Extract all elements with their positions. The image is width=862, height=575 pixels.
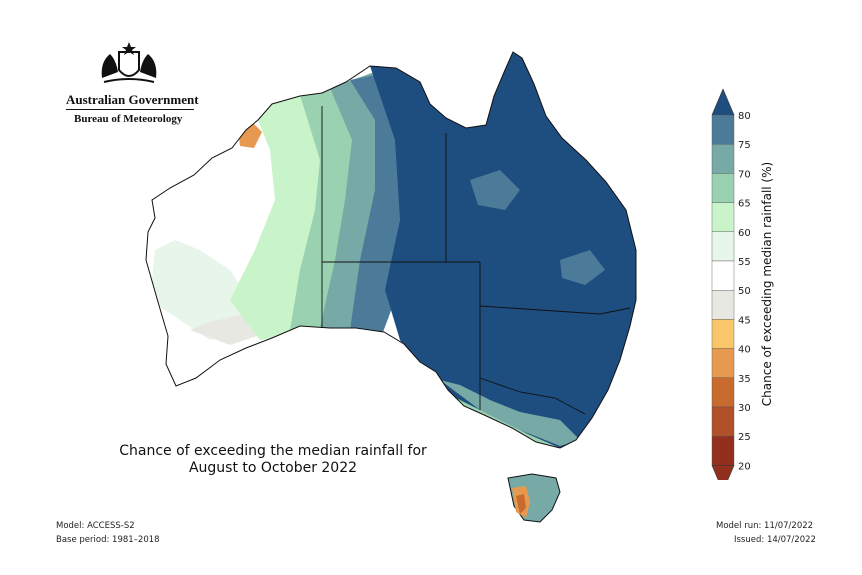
issued-label: Issued: 14/07/2022 [734, 535, 816, 545]
legend-tick-label: 65 [738, 199, 751, 210]
legend-tick-label: 60 [738, 228, 751, 239]
legend-band [711, 173, 735, 203]
legend-tick-label: 25 [738, 432, 751, 443]
legend-axis-label-wrap: Chance of exceeding median rainfall (%) [760, 138, 774, 430]
coat-of-arms-icon [101, 42, 157, 83]
legend-axis-label: Chance of exceeding median rainfall (%) [760, 161, 774, 407]
legend-band [711, 319, 735, 349]
title-divider [66, 109, 194, 110]
legend-tick-label: 55 [738, 257, 751, 268]
base-period-label: Base period: 1981–2018 [56, 535, 160, 545]
legend-tick-label: 30 [738, 403, 751, 414]
legend-band [711, 436, 735, 466]
legend-tick-label: 70 [738, 169, 751, 180]
legend-tick-label: 80 [738, 111, 751, 122]
legend-band [711, 377, 735, 408]
legend-band [711, 114, 735, 145]
legend-band [711, 202, 735, 232]
map-caption: Chance of exceeding the median rainfall … [108, 443, 438, 477]
color-legend: 80 75 70 65 60 55 50 45 40 35 30 25 20 [711, 88, 751, 480]
legend-tick-label: 40 [738, 345, 751, 356]
model-label: Model: ACCESS-S2 [56, 521, 135, 531]
legend-band [711, 260, 735, 291]
legend-tick-label: 45 [738, 315, 751, 326]
legend-band [711, 231, 735, 262]
legend-tick-label: 75 [738, 140, 751, 151]
government-title: Australian Government [66, 92, 199, 107]
legend-arrow-bottom [711, 465, 735, 480]
legend-band [711, 144, 735, 174]
legend-tick-label: 35 [738, 374, 751, 385]
legend-band [711, 348, 735, 379]
model-run-label: Model run: 11/07/2022 [716, 521, 814, 531]
legend-tick-label: 50 [738, 286, 751, 297]
caption-line-1: Chance of exceeding the median rainfall … [119, 443, 427, 459]
legend-tick-label: 20 [738, 461, 751, 472]
legend-band [711, 289, 735, 320]
bureau-title: Bureau of Meteorology [74, 113, 183, 125]
legend-arrow-top [711, 88, 735, 116]
legend-band [711, 406, 735, 437]
caption-line-2: August to October 2022 [188, 460, 358, 476]
